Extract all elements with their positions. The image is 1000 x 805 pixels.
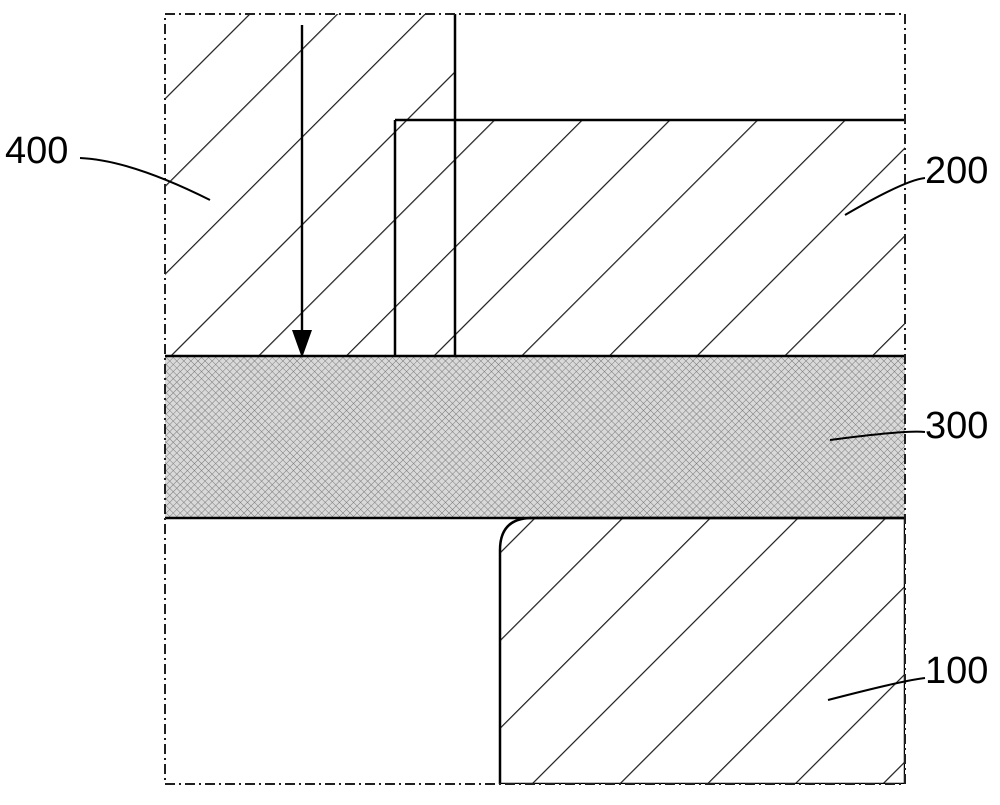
label-200: 200 [925,150,988,193]
diagram-stage: 400 200 300 100 [0,0,1000,805]
label-100: 100 [925,650,988,693]
label-300: 300 [925,405,988,448]
region-200 [395,120,905,356]
label-400: 400 [5,130,68,173]
region-100 [500,518,905,784]
diagram-svg [0,0,1000,805]
region-300 [165,356,905,518]
